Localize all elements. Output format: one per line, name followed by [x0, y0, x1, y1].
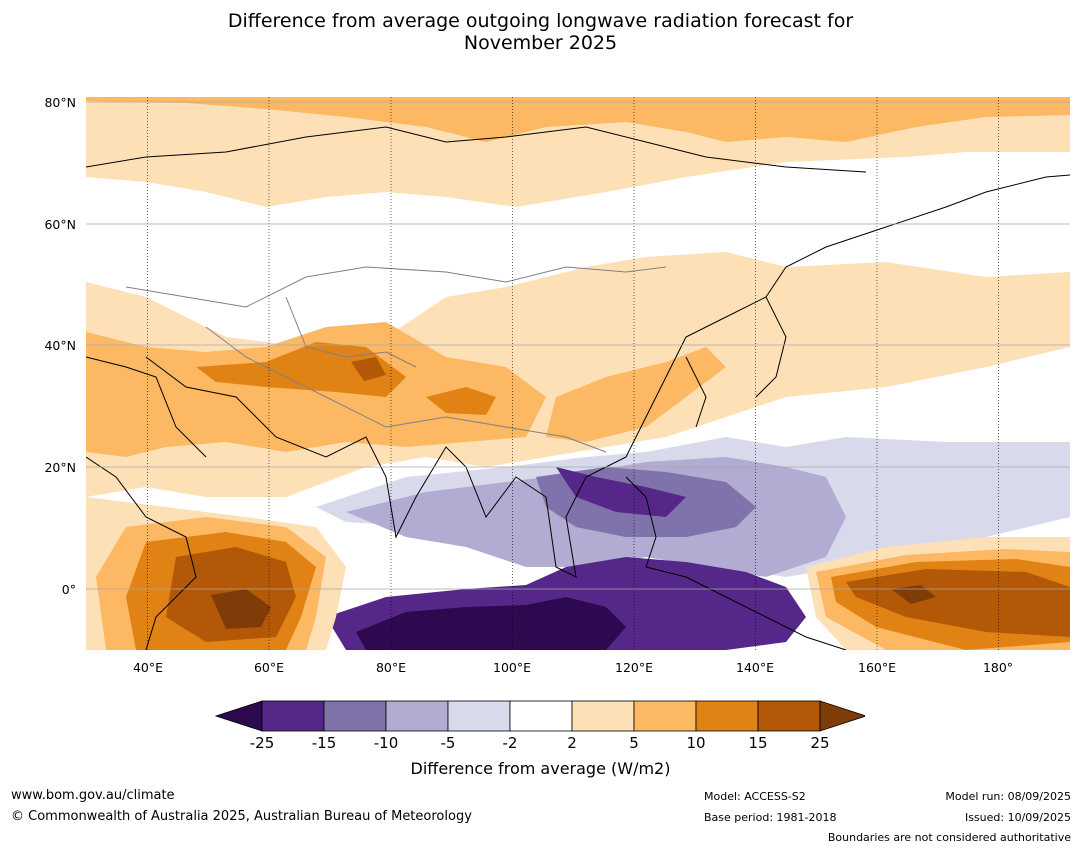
colorbar-tick-label: -15	[311, 734, 337, 752]
colorbar-tick-label: 25	[810, 734, 830, 752]
colorbar-segment	[385, 700, 449, 732]
colorbar-tick-label: -10	[373, 734, 399, 752]
lon-label-160e: 160°E	[857, 660, 897, 675]
colorbar-tick-label: -2	[502, 734, 518, 752]
meridian-lines	[147, 97, 999, 650]
colorbar-tick-label: 5	[629, 734, 639, 752]
lat-label-20n: 20°N	[44, 460, 76, 475]
lon-label-120e: 120°E	[614, 660, 654, 675]
colorbar-extend-high	[819, 700, 865, 732]
country-borders	[125, 266, 667, 453]
colorbar-segment	[323, 700, 387, 732]
lat-label-60n: 60°N	[44, 217, 76, 232]
forecast-map	[86, 97, 1070, 650]
colorbar-extend-low	[215, 700, 263, 732]
colorbar-segment	[447, 700, 511, 732]
colorbar-segment	[261, 700, 325, 732]
map-title: Difference from average outgoing longwav…	[0, 10, 1081, 54]
colorbar-tick-label: 2	[567, 734, 577, 752]
anomaly-region-scandinavia-neutral	[86, 202, 306, 327]
anomaly-region-arctic-mid	[86, 97, 1070, 142]
model-name: Model: ACCESS-S2	[704, 790, 806, 803]
boundaries-disclaimer: Boundaries are not considered authoritat…	[827, 831, 1071, 844]
anomaly-region-tibet-peak	[351, 357, 386, 381]
lon-label-100e: 100°E	[492, 660, 532, 675]
anomaly-region-pacific-very-strong	[846, 569, 1070, 637]
lon-label-180: 180°	[982, 660, 1014, 675]
lon-label-140e: 140°E	[735, 660, 775, 675]
title-line-2: November 2025	[463, 32, 618, 54]
title-line-1: Difference from average outgoing longwav…	[227, 10, 854, 32]
colorbar-title: Difference from average (W/m2)	[410, 759, 671, 778]
copyright-text: © Commonwealth of Australia 2025, Austra…	[11, 809, 472, 824]
lat-label-80n: 80°N	[44, 95, 76, 110]
lat-label-40n: 40°N	[44, 338, 76, 353]
issued-date: Issued: 10/09/2025	[964, 811, 1071, 824]
anomaly-region-siberia-neutral	[646, 169, 1070, 267]
anomaly-region-africa-extreme	[211, 589, 271, 629]
colorbar	[215, 700, 865, 732]
colorbar-segment	[757, 700, 821, 732]
colorbar-segment	[633, 700, 697, 732]
colorbar-segment	[695, 700, 759, 732]
lon-label-60e: 60°E	[253, 660, 285, 675]
model-run-date: Model run: 08/09/2025	[945, 790, 1071, 803]
coastlines	[86, 126, 1070, 650]
parallel-lines	[86, 101, 1070, 590]
anomaly-region-indian-ocean-extreme-negative	[356, 597, 626, 650]
colorbar-tick-label: -5	[440, 734, 456, 752]
anomaly-region-borneo-strong-negative	[556, 467, 686, 517]
colorbar-segment	[571, 700, 635, 732]
colorbar-tick-label: 15	[748, 734, 768, 752]
anomaly-region-himalaya-strong	[426, 387, 496, 415]
base-period: Base period: 1981-2018	[704, 811, 837, 824]
lat-label-0: 0°	[61, 582, 76, 597]
anomaly-region-pacific-extreme	[891, 585, 936, 604]
lon-label-80e: 80°E	[375, 660, 407, 675]
colorbar-tick-label: 10	[686, 734, 706, 752]
lon-label-40e: 40°E	[132, 660, 164, 675]
colorbar-tick-label: -25	[249, 734, 275, 752]
colorbar-segment	[509, 700, 573, 732]
anomaly-region-china-moderate	[546, 347, 726, 442]
website-link[interactable]: www.bom.gov.au/climate	[11, 788, 175, 803]
